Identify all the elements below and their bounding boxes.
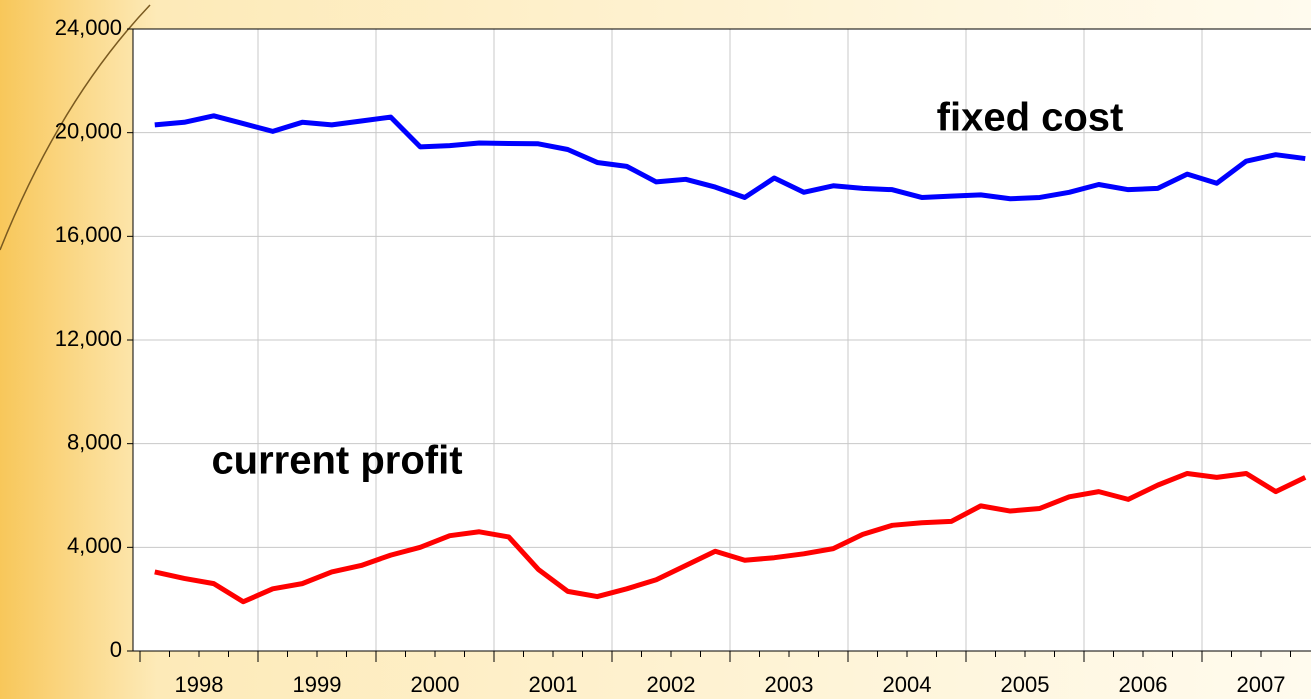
y-tick-label: 24,000	[55, 15, 122, 40]
series-label: current profit	[211, 439, 462, 483]
x-tick-label: 2001	[529, 672, 578, 697]
x-tick-label: 2007	[1237, 672, 1286, 697]
y-tick-label: 8,000	[67, 429, 122, 454]
y-tick-label: 20,000	[55, 118, 122, 143]
series-label: fixed cost	[937, 96, 1124, 140]
y-tick-label: 12,000	[55, 326, 122, 351]
x-tick-label: 2004	[883, 672, 932, 697]
x-tick-label: 2003	[765, 672, 814, 697]
x-tick-label: 1999	[293, 672, 342, 697]
x-tick-label: 2005	[1001, 672, 1050, 697]
x-tick-label: 1998	[175, 672, 224, 697]
x-tick-label: 2002	[647, 672, 696, 697]
decoration-curve	[0, 4, 151, 251]
series-line	[154, 470, 1307, 605]
series-line	[154, 113, 1306, 202]
y-tick-label: 4,000	[67, 533, 122, 558]
x-tick-label: 2006	[1119, 672, 1168, 697]
y-tick-label: 16,000	[55, 222, 122, 247]
y-tick-label: 0	[110, 637, 122, 662]
x-tick-label: 2000	[411, 672, 460, 697]
